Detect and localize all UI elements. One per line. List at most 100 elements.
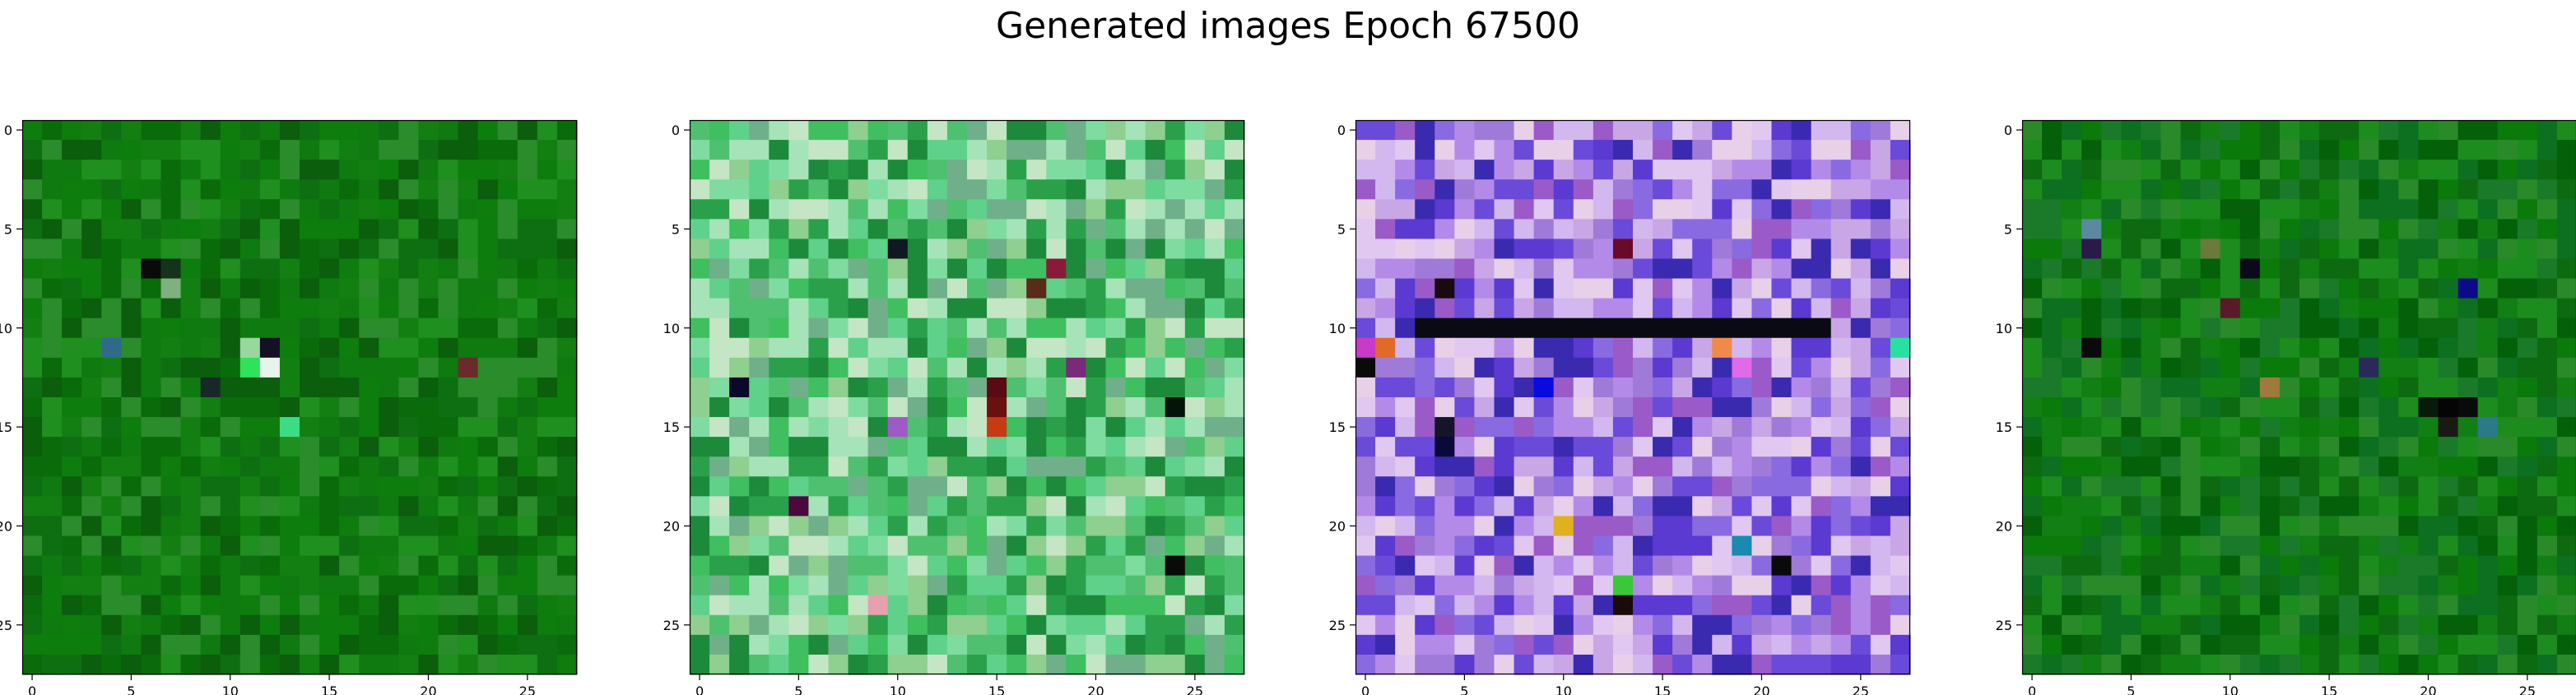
pixel [339,317,360,339]
pixel [1066,496,1087,517]
pixel [1653,535,1673,557]
pixel [907,278,928,299]
pixel [1890,199,1911,220]
pixel [1007,278,1027,299]
pixel [398,575,420,596]
pixel [709,614,730,636]
pixel [1633,317,1653,339]
pixel [2438,377,2459,398]
pixel [907,120,928,141]
pixel [709,179,730,200]
pixel [319,258,340,280]
pixel [2418,298,2439,319]
pixel [1870,595,1891,616]
pixel [1573,179,1594,200]
pixel [2299,575,2320,596]
pixel [1593,239,1614,260]
pixel [180,258,202,280]
pixel [458,357,479,378]
pixel [2438,535,2459,557]
pixel [497,555,518,577]
pixel [517,199,538,220]
pixel [398,337,420,359]
pixel [1204,575,1225,596]
pixel [709,337,730,359]
pixel [537,516,558,537]
pixel [42,634,63,656]
pixel [1434,417,1455,438]
pixel [1533,160,1555,180]
pixel [220,496,241,517]
pixel [2299,614,2320,636]
pixel [2457,496,2479,517]
pixel [2457,239,2479,260]
pixel [709,575,730,596]
pixel [927,555,948,577]
pixel [2359,575,2379,596]
pixel [2220,535,2241,557]
pixel [2062,476,2082,497]
pixel [339,298,360,319]
pixel [1533,417,1555,438]
pixel [1653,337,1673,359]
pixel [749,357,770,378]
pixel [927,456,948,477]
pixel [2279,654,2300,675]
pixel [62,535,82,557]
pixel [2141,535,2162,557]
pixel [2536,575,2558,596]
pixel [101,219,122,240]
pixel [1712,179,1732,200]
pixel [2517,437,2538,457]
pixel [81,654,102,675]
pixel [1633,516,1653,537]
pixel [1046,377,1067,398]
pixel [1732,555,1753,577]
pixel [808,417,830,438]
pixel [690,317,710,339]
pixel [319,179,340,200]
pixel [2378,614,2399,636]
pixel [2339,377,2360,398]
pixel [2556,476,2576,497]
pixel [1732,239,1753,260]
pixel [418,160,439,180]
pixel [319,496,340,517]
pixel [2457,397,2479,418]
pixel [2378,317,2399,339]
pixel [1046,634,1067,656]
pixel [141,140,162,160]
pixel [1692,654,1713,675]
pixel [1751,417,1773,438]
pixel [1811,219,1832,240]
pixel [946,337,968,359]
pixel [2062,575,2082,596]
pixel [709,496,730,517]
pixel [556,317,578,339]
pixel [2081,417,2102,438]
pixel [2536,239,2558,260]
pixel [2239,278,2261,299]
pixel [2239,317,2261,339]
pixel [2200,555,2221,577]
pixel [1204,417,1225,438]
pixel [1474,555,1495,577]
pixel [180,160,202,180]
pixel [1204,179,1225,200]
pixel [2141,140,2162,160]
pixel [556,219,578,240]
pixel [1830,496,1852,517]
pixel [1224,179,1245,200]
pixel [690,258,710,280]
pixel [2319,258,2340,280]
pixel [1791,239,1812,260]
pixel [101,278,122,299]
pixel [101,179,122,200]
pixel [477,535,499,557]
pixel [2180,397,2202,418]
pixel [2160,160,2182,180]
pixel [339,595,360,616]
pixel [398,140,420,160]
pixel [1125,575,1146,596]
pixel [1165,456,1186,477]
